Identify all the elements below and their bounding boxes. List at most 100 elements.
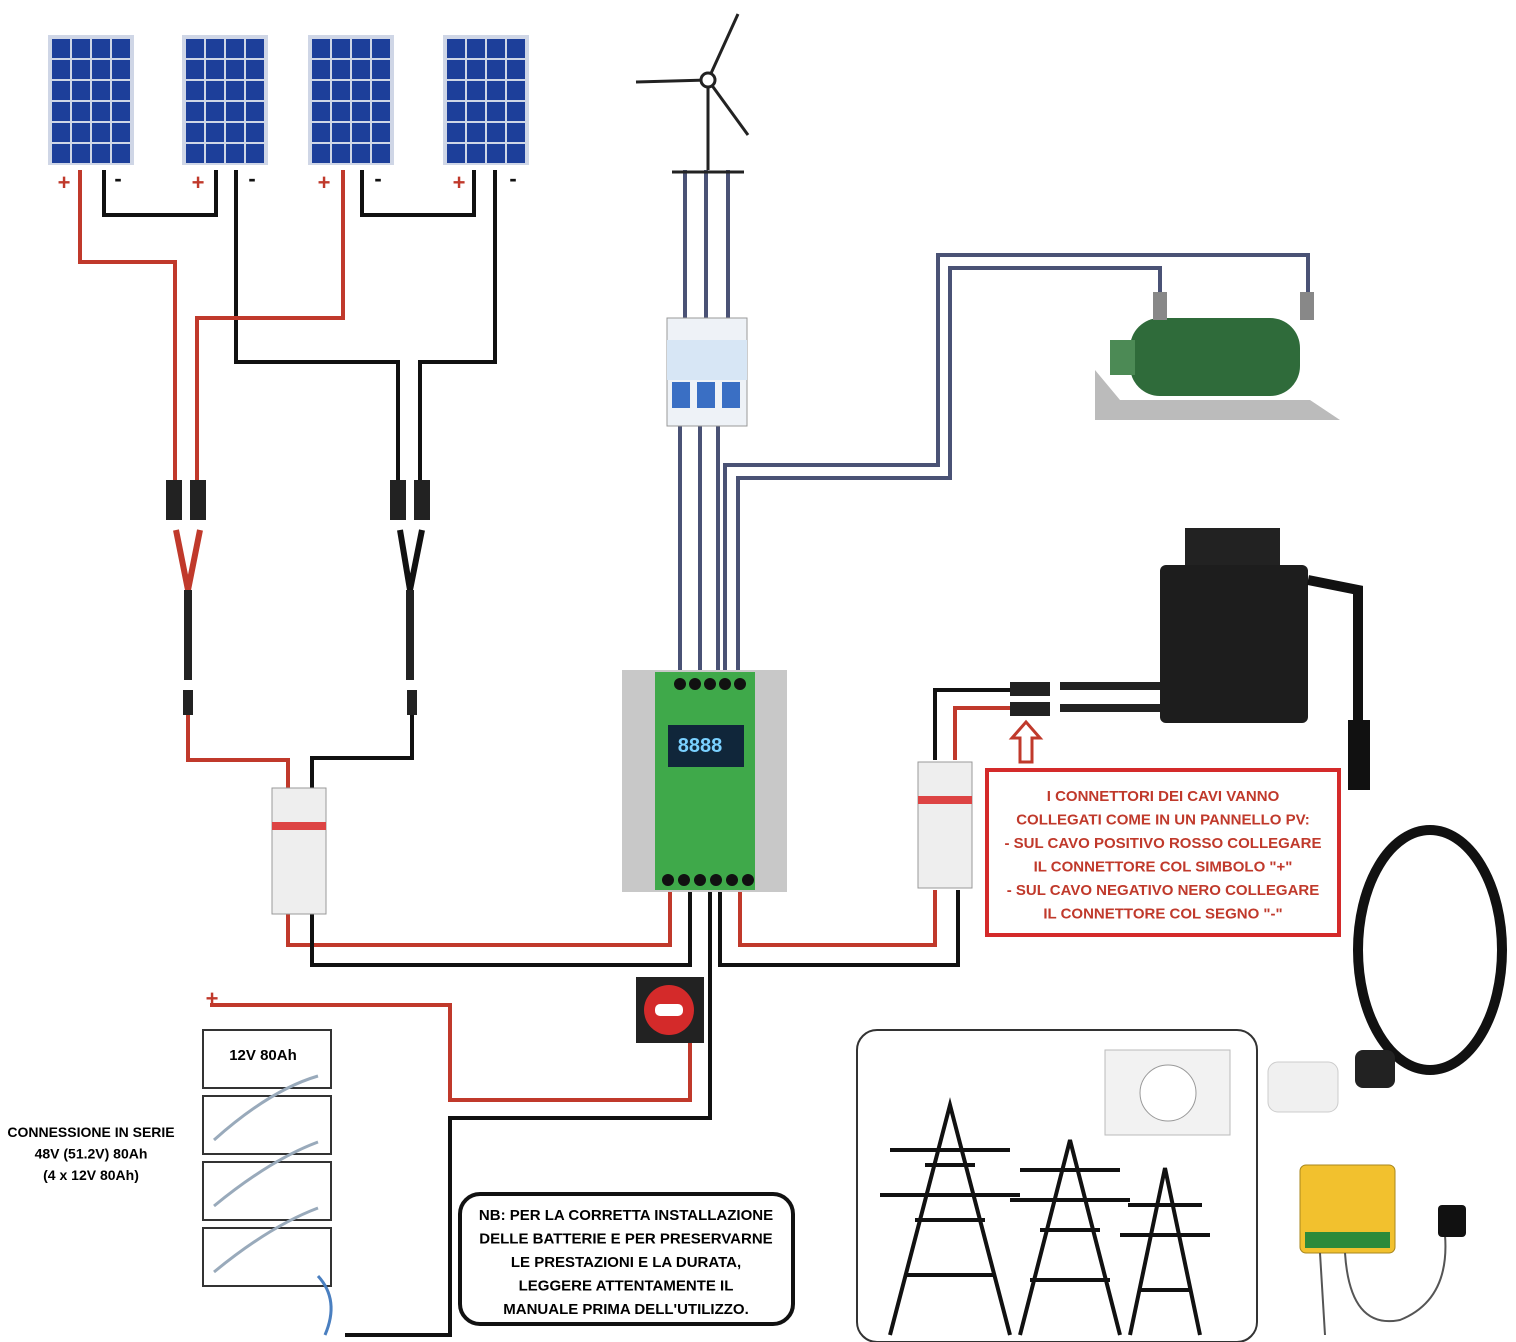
panel-plus: + (453, 170, 466, 195)
shape: NB: PER LA CORRETTA INSTALLAZIONEDELLE B… (479, 1207, 773, 1318)
panel-cell (487, 144, 505, 163)
panel-minus: - (374, 166, 381, 191)
panel-cell (72, 39, 90, 58)
solar-panel: +- (443, 35, 529, 195)
panel-cell (372, 144, 390, 163)
wind-turbine (636, 14, 748, 172)
shape (710, 874, 722, 886)
panel-cell (372, 123, 390, 142)
panel-cell (226, 39, 244, 58)
shape (1010, 682, 1050, 696)
shape (636, 80, 708, 82)
nb-note-line: MANUALE PRIMA DELL'UTILIZZO. (503, 1301, 749, 1318)
panel-cell (92, 123, 110, 142)
panel-cell (487, 39, 505, 58)
panel-cell (72, 81, 90, 100)
shape (1268, 1062, 1338, 1112)
panel-cell (467, 144, 485, 163)
wire (80, 170, 175, 490)
series-note-line: (4 x 12V 80Ah) (43, 1167, 139, 1183)
shape (190, 480, 206, 520)
shape (184, 590, 192, 680)
shape (400, 530, 422, 590)
shape (1438, 1205, 1466, 1237)
shape (406, 590, 414, 680)
panel-cell (92, 60, 110, 79)
panel-cell (507, 81, 525, 100)
panel-cell (467, 102, 485, 121)
panel-cell (507, 102, 525, 121)
panel-cell (246, 102, 264, 121)
panel-cell (52, 123, 70, 142)
nb-note-box: NB: PER LA CORRETTA INSTALLAZIONEDELLE B… (460, 1194, 793, 1324)
wire (312, 710, 412, 790)
shape (719, 678, 731, 690)
panel-cell (206, 81, 224, 100)
shape (674, 678, 686, 690)
solar-panel: +- (308, 35, 394, 195)
shape (176, 530, 200, 590)
panel-cell (52, 81, 70, 100)
shape (272, 788, 326, 914)
panel-cell (447, 81, 465, 100)
panel-cell (447, 123, 465, 142)
panel-cell (186, 102, 204, 121)
shape (1160, 565, 1308, 723)
panel-cell (226, 81, 244, 100)
shape (1305, 1232, 1390, 1248)
nb-note-line: NB: PER LA CORRETTA INSTALLAZIONE (479, 1207, 773, 1224)
wire (738, 268, 1160, 670)
panel-cell (372, 39, 390, 58)
shape: CONNESSIONE IN SERIE48V (51.2V) 80Ah(4 x… (7, 1124, 174, 1183)
panel-cell (112, 39, 130, 58)
connector-note-line: IL CONNETTORE COL SEGNO "-" (1043, 906, 1282, 923)
panel-cell (92, 39, 110, 58)
shape (701, 73, 715, 87)
panel-cell (332, 102, 350, 121)
panel-cell (507, 123, 525, 142)
panel-cell (312, 60, 330, 79)
panel-cell (92, 81, 110, 100)
panel-cell (372, 81, 390, 100)
panel-cell (467, 39, 485, 58)
panel-cell (372, 102, 390, 121)
panel-cell (352, 102, 370, 121)
solar-panel: +- (182, 35, 268, 195)
shape (694, 874, 706, 886)
panel-minus: - (248, 166, 255, 191)
breaker (667, 318, 747, 426)
panel-cell (312, 39, 330, 58)
panel-cell (372, 60, 390, 79)
panel-cell (226, 144, 244, 163)
battery-switch (636, 977, 704, 1043)
panel-plus: + (192, 170, 205, 195)
panel-cell (447, 39, 465, 58)
shape (1300, 292, 1314, 320)
panel-cell (487, 102, 505, 121)
shape (708, 14, 738, 80)
wire (236, 170, 398, 490)
panel-cell (186, 81, 204, 100)
panel-cell (447, 144, 465, 163)
panel-cell (352, 60, 370, 79)
panel-cell (507, 60, 525, 79)
panel-cell (186, 123, 204, 142)
shape (662, 874, 674, 886)
shape (1355, 1050, 1395, 1088)
shape (1140, 1065, 1196, 1121)
panel-cell (52, 39, 70, 58)
shape (697, 382, 715, 408)
wire (288, 890, 670, 945)
wire (935, 690, 1010, 760)
wire (420, 170, 495, 490)
shape (1060, 686, 1160, 708)
controller-display: 8888 (678, 735, 723, 757)
panel-cell (92, 144, 110, 163)
connector-note-line: IL CONNETTORE COL SIMBOLO "+" (1034, 859, 1293, 876)
panel-cell (332, 81, 350, 100)
connector-note-line: - SUL CAVO NEGATIVO NERO COLLEGARE (1007, 882, 1320, 899)
shape (1185, 528, 1280, 568)
panel-cell (72, 102, 90, 121)
panel-cell (507, 144, 525, 163)
